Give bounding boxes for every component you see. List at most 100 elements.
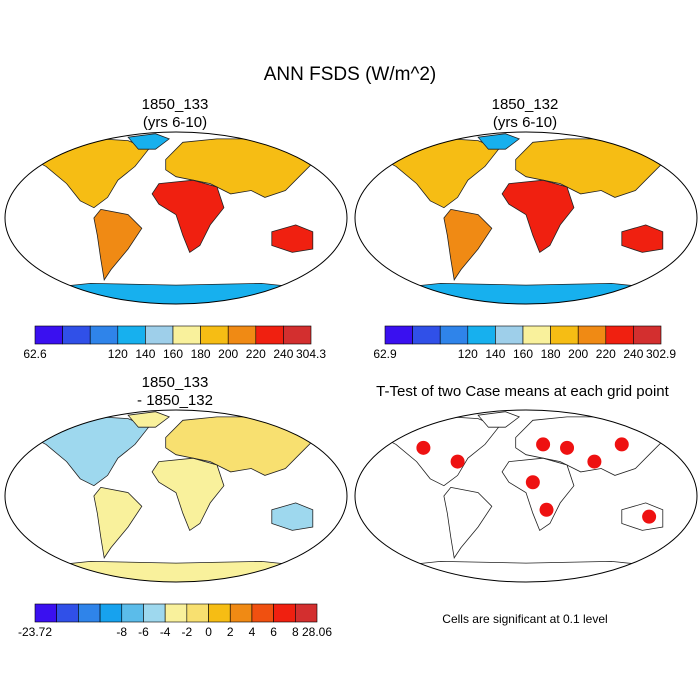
panel-1-title-line2: (yrs 6-10) bbox=[142, 114, 208, 131]
colorbar-label: 0 bbox=[205, 625, 212, 639]
land-antarctica bbox=[375, 282, 677, 304]
colorbar-swatch bbox=[495, 325, 524, 345]
colorbar-swatch bbox=[56, 603, 79, 623]
land-africa bbox=[151, 457, 225, 532]
colorbar-label: -2 bbox=[182, 625, 193, 639]
colorbar-swatch bbox=[283, 325, 312, 345]
colorbar-label: 302.9 bbox=[646, 347, 676, 361]
colorbar-label: 200 bbox=[568, 347, 588, 361]
colorbar-label: -23.72 bbox=[18, 625, 52, 639]
land-australia bbox=[271, 502, 314, 531]
colorbar-case2: 62.9 120 140 160 180 200 220 240 302.9 bbox=[373, 325, 676, 361]
significant-cell bbox=[525, 475, 540, 490]
significant-cell bbox=[642, 509, 657, 524]
map-case2 bbox=[354, 131, 698, 305]
colorbar-swatch bbox=[186, 603, 209, 623]
colorbar-label: 4 bbox=[249, 625, 256, 639]
colorbar-swatch bbox=[550, 325, 579, 345]
colorbar-label: 240 bbox=[273, 347, 293, 361]
colorbar-swatch bbox=[577, 325, 607, 345]
land-northAmerica bbox=[378, 136, 500, 209]
colorbar-swatch bbox=[633, 325, 662, 345]
colorbar-swatch bbox=[89, 325, 119, 345]
land-africa bbox=[501, 179, 575, 254]
land-greenland bbox=[477, 133, 521, 150]
significant-cell bbox=[614, 437, 629, 452]
colorbar-label: 120 bbox=[108, 347, 128, 361]
colorbar-label: 2 bbox=[227, 625, 234, 639]
colorbar-swatch bbox=[467, 325, 496, 345]
colorbar-swatch bbox=[605, 325, 634, 345]
panel-3-title-line2: - 1850_132 bbox=[137, 392, 213, 409]
panel-3-title: 1850_133 - 1850_132 bbox=[40, 374, 310, 410]
colorbar-swatch bbox=[251, 603, 274, 623]
colorbar-label: 120 bbox=[458, 347, 478, 361]
colorbar-swatch bbox=[145, 325, 174, 345]
colorbar-label: -6 bbox=[138, 625, 149, 639]
colorbar-label: 304.3 bbox=[296, 347, 326, 361]
panel-2-title-line2: (yrs 6-10) bbox=[492, 114, 558, 131]
colorbar-label: 220 bbox=[596, 347, 616, 361]
colorbar-swatch bbox=[164, 603, 188, 623]
significant-cell bbox=[539, 502, 554, 517]
colorbar-swatch bbox=[34, 603, 57, 623]
significant-cell bbox=[560, 440, 575, 455]
colorbar-swatch bbox=[78, 603, 101, 623]
colorbar-swatch bbox=[121, 603, 144, 623]
map-border bbox=[4, 409, 348, 583]
colorbar-case1: 62.6 120 140 160 180 200 220 240 304.3 bbox=[23, 325, 326, 361]
colorbar-swatch bbox=[117, 325, 146, 345]
colorbar-swatch bbox=[295, 603, 318, 623]
colorbar-label: 160 bbox=[513, 347, 533, 361]
land-southAmerica bbox=[93, 208, 143, 281]
colorbar-swatch bbox=[227, 325, 257, 345]
significant-cell bbox=[587, 454, 602, 469]
panel-2-title: 1850_132 (yrs 6-10) bbox=[390, 96, 660, 132]
colorbar-label: 180 bbox=[191, 347, 211, 361]
land-greenland bbox=[127, 411, 171, 428]
land-africa bbox=[151, 179, 225, 254]
figure-title: ANN FSDS (W/m^2) bbox=[263, 64, 437, 85]
colorbar-swatch bbox=[172, 325, 201, 345]
colorbar-swatch bbox=[522, 325, 551, 345]
land-southAmerica bbox=[93, 486, 143, 559]
land-northAmerica bbox=[28, 136, 150, 209]
land-antarctica bbox=[375, 560, 677, 582]
map-difference bbox=[4, 409, 348, 583]
colorbar-label: -8 bbox=[116, 625, 127, 639]
significant-cell bbox=[536, 437, 551, 452]
colorbar-label: 28.06 bbox=[302, 625, 332, 639]
colorbar-label: 240 bbox=[623, 347, 643, 361]
colorbar-label: 8 bbox=[292, 625, 299, 639]
land-northAmerica bbox=[378, 414, 500, 487]
panel-4-title: T-Test of two Case means at each grid po… bbox=[376, 383, 669, 400]
colorbar-label: 200 bbox=[218, 347, 238, 361]
land-northAmerica bbox=[28, 414, 150, 487]
map-case1 bbox=[4, 131, 348, 305]
colorbar-swatch bbox=[99, 603, 123, 623]
land-greenland bbox=[127, 133, 171, 150]
colorbar-label: 62.6 bbox=[23, 347, 47, 361]
panel-2-title-line1: 1850_132 bbox=[491, 96, 559, 113]
colorbar-label: 220 bbox=[246, 347, 266, 361]
colorbar-swatch bbox=[273, 603, 296, 623]
land-southAmerica bbox=[443, 208, 493, 281]
ttest-note: Cells are significant at 0.1 level bbox=[442, 612, 608, 626]
colorbar-label: 62.9 bbox=[373, 347, 397, 361]
significant-cell bbox=[416, 440, 431, 455]
colorbar-swatch bbox=[412, 325, 441, 345]
panel-1-title: 1850_133 (yrs 6-10) bbox=[40, 96, 310, 132]
colorbar-swatch bbox=[200, 325, 229, 345]
panel-3-title-line1: 1850_133 bbox=[141, 374, 209, 391]
map-border bbox=[354, 131, 698, 305]
land-greenland bbox=[477, 411, 521, 428]
land-antarctica bbox=[25, 282, 327, 304]
significant-cell bbox=[450, 454, 465, 469]
colorbar-difference: -23.72 -8 -6 -4 -2 0 2 4 6 8 28.06 bbox=[18, 603, 332, 639]
land-africa bbox=[501, 457, 575, 532]
colorbar-swatch bbox=[255, 325, 284, 345]
land-southAmerica bbox=[443, 486, 493, 559]
map-border bbox=[354, 409, 698, 583]
colorbar-swatch bbox=[229, 603, 253, 623]
